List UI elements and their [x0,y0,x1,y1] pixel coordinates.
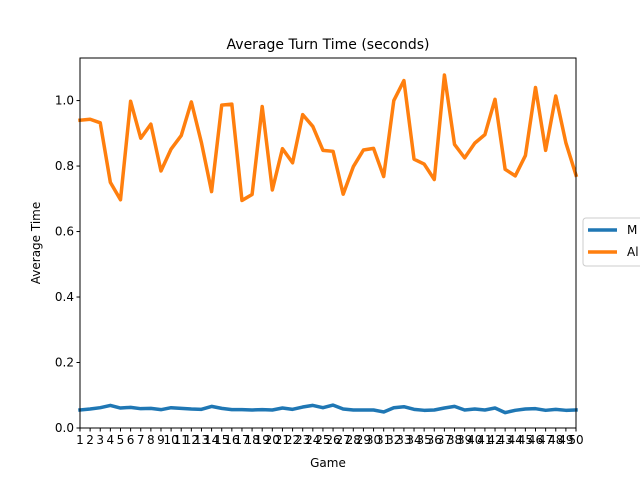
x-tick-label: 7 [137,433,145,447]
x-tick-label: 26 [325,433,340,447]
plot-frame [79,57,577,429]
x-tick-label: 5 [117,433,125,447]
y-tick-label: 0.2 [55,356,74,370]
x-tick-label: 23 [295,433,310,447]
x-tick-label: 34 [406,433,421,447]
x-tick-label: 21 [275,433,290,447]
chart-title: Average Turn Time (seconds) [227,37,430,53]
x-tick-label: 13 [194,433,209,447]
x-tick-label: 35 [417,433,432,447]
x-tick-label: 33 [396,433,411,447]
x-tick-label: 41 [477,433,492,447]
x-tick-label: 4 [107,433,115,447]
x-tick-label: 46 [528,433,543,447]
y-axis-title: Average Time [29,202,43,284]
x-tick-label: 20 [265,433,280,447]
x-tick-label: 42 [487,433,502,447]
x-tick-label: 12 [184,433,199,447]
x-tick-label: 27 [336,433,351,447]
legend-label-1: Al [627,245,639,259]
x-tick-label: 15 [214,433,229,447]
x-tick-label: 16 [224,433,239,447]
legend: M Al [582,217,640,267]
x-tick-label: 43 [498,433,513,447]
y-tick-label: 1.0 [55,94,74,108]
x-tick-label: 29 [356,433,371,447]
x-tick-label: 32 [386,433,401,447]
x-tick-label: 24 [305,433,320,447]
series-line-0 [78,403,578,415]
x-tick-label: 49 [558,433,573,447]
x-tick-label: 28 [346,433,361,447]
x-tick-label: 8 [147,433,155,447]
x-tick-label: 9 [157,433,165,447]
x-tick-label: 31 [376,433,391,447]
x-tick-label: 40 [467,433,482,447]
x-tick-label: 2 [86,433,94,447]
x-tick-label: 3 [96,433,104,447]
x-tick-label: 44 [508,433,523,447]
series-line-1 [78,73,579,203]
legend-label-0: M [627,223,637,237]
x-tick-label: 6 [127,433,135,447]
x-tick-label: 47 [538,433,553,447]
x-tick-label: 37 [437,433,452,447]
x-tick-label: 30 [366,433,381,447]
x-tick-label: 38 [447,433,462,447]
x-tick-label: 1 [76,433,84,447]
ticks-layer: 0.00.20.40.60.81.01 2 3 4 5 6 7 8 91011121314151… [55,94,584,447]
x-tick-label: 25 [315,433,330,447]
x-tick-label: 22 [285,433,300,447]
y-tick-label: 0.8 [55,159,74,173]
series-layer [78,73,579,415]
y-tick-label: 0.0 [55,421,74,435]
x-tick-label: 10 [163,433,178,447]
x-tick-label: 45 [518,433,533,447]
x-tick-label: 19 [255,433,270,447]
x-tick-label: 14 [204,433,219,447]
plot-area [80,58,576,428]
y-tick-label: 0.6 [55,225,74,239]
x-tick-label: 50 [568,433,583,447]
x-tick-label: 39 [457,433,472,447]
y-tick-label: 0.4 [55,290,74,304]
x-tick-label: 18 [244,433,259,447]
x-tick-label: 36 [427,433,442,447]
x-tick-label: 11 [174,433,189,447]
x-axis-title: Game [310,456,346,470]
x-tick-label: 17 [234,433,249,447]
x-tick-label: 48 [548,433,563,447]
